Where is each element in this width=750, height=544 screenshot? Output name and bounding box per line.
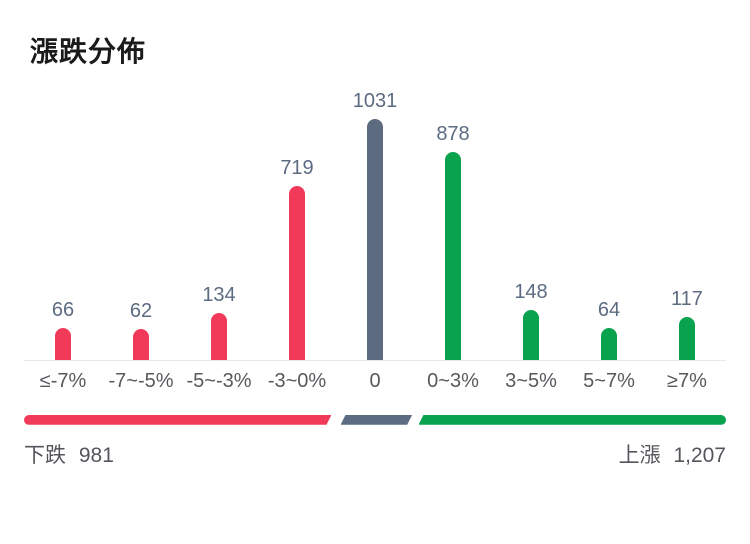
bar-chart: 66 62 134 719 1031 878 148 64 117 <box>24 90 726 360</box>
down-summary: 下跌 981 <box>24 439 114 469</box>
x-axis-tick-label: -3~0% <box>267 369 327 392</box>
bar-up <box>601 327 617 360</box>
down-value: 981 <box>78 443 114 467</box>
up-value: 1,207 <box>673 443 726 467</box>
bar-up <box>445 151 461 360</box>
x-axis-tick-label: ≤-7% <box>39 369 87 392</box>
meter-segment-down <box>24 415 331 425</box>
down-flat-up-meter <box>24 414 726 425</box>
bar-column: 66 <box>24 299 102 360</box>
x-axis-tick-label: -5~-3% <box>186 369 252 392</box>
bar-down <box>289 185 305 360</box>
bar-value-label: 62 <box>129 299 153 322</box>
x-axis-labels: ≤-7% -7~-5% -5~-3% -3~0% 0 0~3% 3~5% 5~7% ≥7% <box>24 361 726 393</box>
bar-value-label: 878 <box>436 122 470 145</box>
bar-column: 117 <box>648 288 726 360</box>
bar-value-label: 719 <box>280 156 314 179</box>
bar-up <box>523 309 539 360</box>
bar-flat <box>367 118 383 360</box>
bar-value-label: 66 <box>51 298 75 321</box>
bar-value-label: 1031 <box>352 89 398 112</box>
bar-column: 62 <box>102 300 180 360</box>
x-axis-tick-label: ≥7% <box>667 369 707 392</box>
up-summary: 上漲 1,207 <box>619 439 726 469</box>
rise-fall-distribution-widget: 漲跌分佈 66 62 134 719 1031 878 148 64 117 ≤-7% -7~-5… <box>0 36 750 544</box>
page-title: 漲跌分佈 <box>30 36 147 67</box>
bar-value-label: 117 <box>671 287 703 310</box>
bar-up <box>679 316 695 360</box>
meter-segment-flat <box>341 415 413 425</box>
bar-column: 719 <box>258 157 336 360</box>
bar-down <box>55 327 71 360</box>
bar-value-label: 134 <box>202 283 236 306</box>
summary-row: 下跌 981 上漲 1,207 <box>24 439 726 469</box>
x-axis-tick-label: 0~3% <box>427 369 479 392</box>
up-label: 上漲 <box>618 443 661 467</box>
bar-down <box>133 328 149 360</box>
bar-column: 134 <box>180 284 258 360</box>
bar-column: 64 <box>570 299 648 360</box>
meter-segment-up <box>418 414 726 425</box>
bar-value-label: 148 <box>514 280 548 303</box>
x-axis-line <box>24 359 726 361</box>
x-axis-tick-label: -7~-5% <box>108 369 174 392</box>
bar-column: 878 <box>414 123 492 360</box>
bar-column: 1031 <box>336 90 414 360</box>
down-label: 下跌 <box>24 443 66 467</box>
bar-column: 148 <box>492 281 570 360</box>
bar-value-label: 64 <box>597 298 621 321</box>
x-axis-tick-label: 3~5% <box>505 369 557 392</box>
bar-down <box>211 312 227 360</box>
x-axis-tick-label: 5~7% <box>583 369 635 392</box>
x-axis-tick-label: 0 <box>369 369 381 392</box>
